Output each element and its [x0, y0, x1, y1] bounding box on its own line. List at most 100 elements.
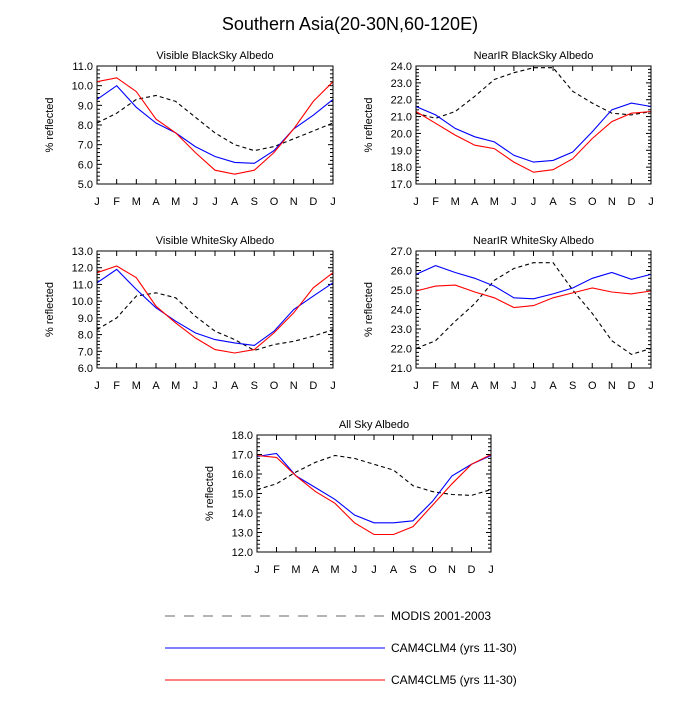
series-line-clm4	[256, 452, 492, 524]
legend-label: MODIS 2001-2003	[391, 609, 491, 623]
x-tick-label: D	[627, 380, 635, 392]
x-tick-label: S	[569, 380, 576, 392]
panels: Visible BlackSky Albedo % reflected 5.0 6.0…	[44, 50, 654, 576]
series-line-clm4	[415, 265, 652, 300]
series-line-clm5	[256, 454, 492, 536]
x-tick-label: F	[432, 380, 439, 392]
y-tick-label: 24.0	[391, 305, 412, 317]
y-tick-label: 10.0	[72, 296, 93, 308]
y-tick-label: 23.0	[391, 78, 412, 90]
x-tick-label: M	[451, 380, 460, 392]
x-tick-label: F	[432, 196, 439, 208]
series-line-clm5	[415, 284, 652, 309]
y-tick-label: 23.0	[391, 324, 412, 336]
x-tick-label: M	[171, 196, 180, 208]
x-tick-label: O	[588, 380, 597, 392]
x-tick-label: N	[608, 380, 616, 392]
x-tick-label: F	[113, 380, 120, 392]
x-tick-label: N	[448, 564, 456, 576]
y-axis-label: % reflected	[204, 466, 216, 521]
x-tick-label: D	[627, 196, 635, 208]
series-line-clm4	[96, 268, 334, 346]
y-tick-label: 21.0	[391, 363, 412, 375]
chart-panel-2: Visible WhiteSky Albedo % reflected 6.0 7.0…	[44, 235, 336, 392]
x-tick-label: M	[291, 564, 300, 576]
y-tick-label: 8.0	[78, 330, 93, 342]
y-tick-label: 14.0	[232, 508, 253, 520]
legend-label: CAM4CLM4 (yrs 11-30)	[391, 641, 517, 655]
series-line-modis	[256, 454, 492, 496]
y-tick-label: 12.0	[72, 263, 93, 275]
legend-item-clm5: CAM4CLM5 (yrs 11-30)	[165, 673, 517, 687]
y-tick-label: 17.0	[232, 450, 253, 462]
y-tick-label: 8.0	[78, 120, 93, 132]
plot-frame	[415, 65, 652, 185]
x-tick-label: J	[488, 564, 494, 576]
y-tick-label: 10.0	[72, 81, 93, 93]
y-tick-label: 6.0	[78, 159, 93, 171]
y-tick-label: 26.0	[391, 266, 412, 278]
x-tick-label: J	[212, 196, 218, 208]
y-tick-label: 21.0	[391, 112, 412, 124]
panel-title: NearIR BlackSky Albedo	[474, 50, 594, 62]
page-title: Southern Asia(20-30N,60-120E)	[222, 14, 478, 34]
y-tick-label: 19.0	[391, 145, 412, 157]
panel-title: Visible WhiteSky Albedo	[156, 235, 274, 247]
x-tick-label: M	[490, 380, 499, 392]
x-tick-label: A	[152, 196, 160, 208]
plot-frame	[256, 434, 492, 553]
y-tick-label: 22.0	[391, 95, 412, 107]
series-line-clm5	[96, 77, 334, 175]
x-tick-label: A	[471, 196, 479, 208]
series-line-clm5	[96, 265, 334, 354]
x-tick-label: A	[312, 564, 320, 576]
chart-panel-3: NearIR WhiteSky Albedo % reflected 21.0 22.…	[363, 235, 654, 392]
x-tick-label: N	[608, 196, 616, 208]
panel-title: Visible BlackSky Albedo	[156, 50, 273, 62]
x-tick-label: A	[231, 380, 239, 392]
series-line-clm4	[415, 102, 652, 163]
legend-label: CAM4CLM5 (yrs 11-30)	[391, 673, 517, 687]
panel-title: All Sky Albedo	[339, 419, 409, 431]
x-tick-label: O	[428, 564, 437, 576]
x-tick-label: J	[371, 564, 377, 576]
y-tick-label: 16.0	[232, 469, 253, 481]
series-line-clm4	[96, 84, 334, 164]
x-tick-label: J	[648, 196, 654, 208]
y-tick-label: 6.0	[78, 363, 93, 375]
legend-item-modis: MODIS 2001-2003	[165, 609, 491, 623]
x-tick-label: F	[273, 564, 280, 576]
x-tick-label: J	[254, 564, 260, 576]
x-tick-label: O	[270, 196, 279, 208]
x-tick-label: J	[193, 196, 199, 208]
y-tick-label: 25.0	[391, 285, 412, 297]
legend: MODIS 2001-2003 CAM4CLM4 (yrs 11-30) CAM4C…	[165, 609, 517, 687]
y-tick-label: 18.0	[232, 430, 253, 442]
x-tick-label: A	[231, 196, 239, 208]
x-tick-label: A	[152, 380, 160, 392]
x-tick-label: M	[490, 196, 499, 208]
x-tick-label: M	[330, 564, 339, 576]
x-tick-label: J	[413, 380, 419, 392]
x-tick-label: J	[330, 196, 336, 208]
y-tick-label: 17.0	[391, 179, 412, 191]
chart-panel-4: All Sky Albedo % reflected 12.0 13.0 14.0 15.…	[204, 419, 494, 576]
y-tick-label: 20.0	[391, 128, 412, 140]
y-tick-label: 11.0	[72, 279, 93, 291]
x-tick-label: S	[409, 564, 416, 576]
x-tick-label: N	[290, 380, 298, 392]
series-line-modis	[96, 292, 334, 351]
x-tick-label: O	[270, 380, 279, 392]
x-tick-label: M	[451, 196, 460, 208]
y-tick-label: 13.0	[72, 246, 93, 258]
y-axis-label: % reflected	[44, 282, 56, 337]
x-tick-label: J	[531, 196, 537, 208]
x-tick-label: D	[468, 564, 476, 576]
x-tick-label: J	[352, 564, 358, 576]
y-tick-label: 9.0	[78, 100, 93, 112]
series-line-modis	[415, 67, 652, 119]
x-tick-label: J	[413, 196, 419, 208]
x-tick-label: M	[132, 380, 141, 392]
y-tick-label: 13.0	[232, 528, 253, 540]
